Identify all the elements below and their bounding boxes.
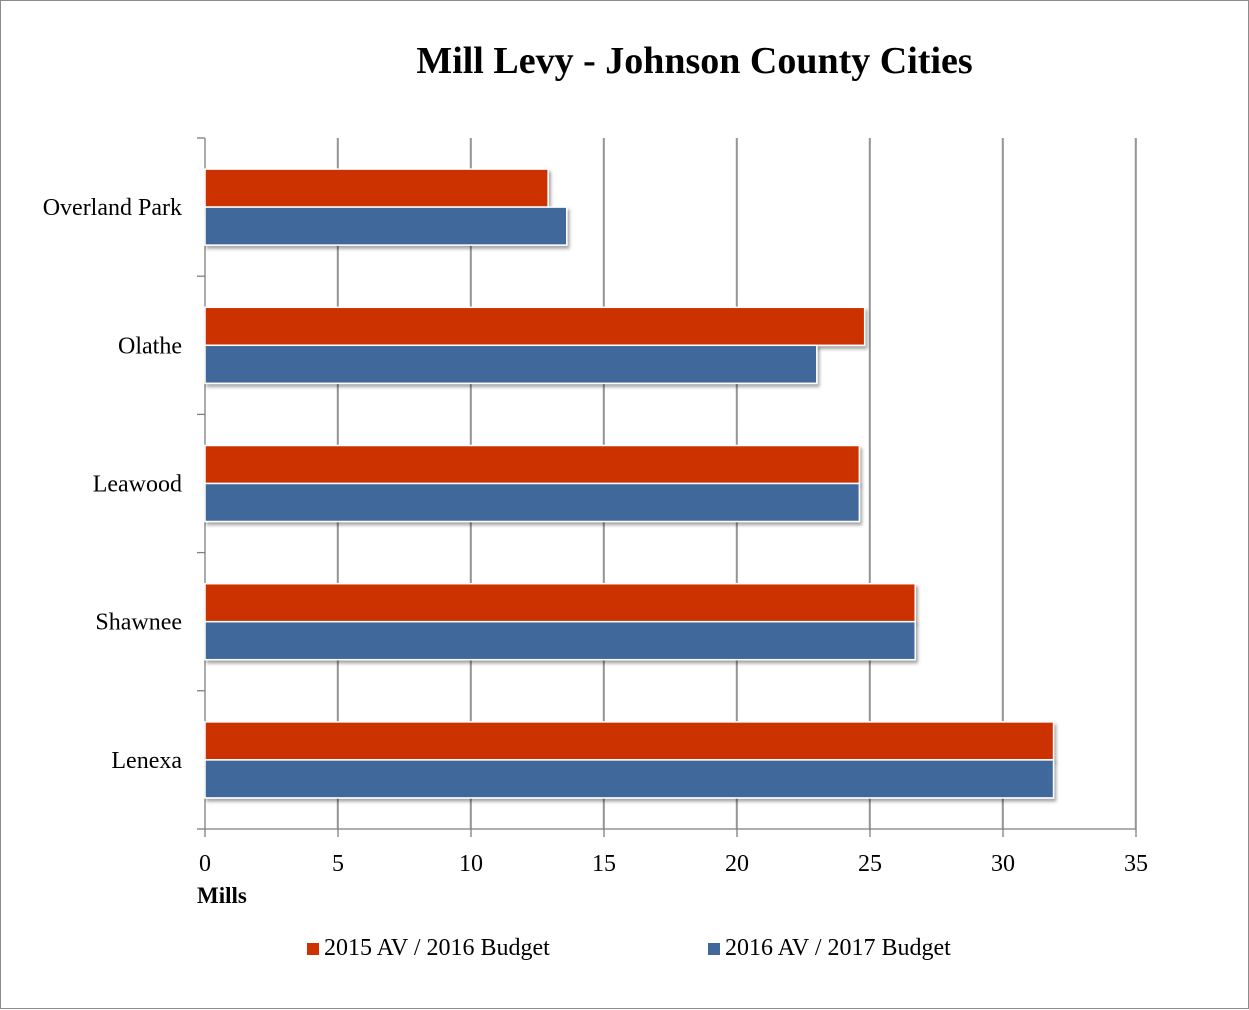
x-tick-label-2: 10	[459, 851, 483, 877]
category-label-2: Leawood	[93, 472, 182, 498]
x-tick-label-4: 20	[725, 851, 749, 877]
bar-series-2-1	[204, 344, 818, 385]
bar-series-2-4	[204, 759, 1055, 799]
x-tick-label-3: 15	[592, 851, 616, 877]
legend-item-series-1: 2015 AV / 2016 Budget	[307, 935, 550, 962]
category-label-1: Olathe	[118, 333, 182, 359]
bar-series-1-1	[204, 306, 866, 347]
legend-swatch-series-2	[708, 942, 720, 955]
bar-series-1-4	[204, 721, 1055, 761]
bar-series-2-3	[204, 620, 916, 661]
category-label-0: Overland Park	[43, 195, 182, 221]
legend-item-series-2: 2016 AV / 2017 Budget	[708, 935, 951, 962]
bar-series-2-2	[204, 482, 861, 523]
bar-series-2-0	[204, 206, 568, 246]
legend-label-series-1: 2015 AV / 2016 Budget	[324, 935, 550, 961]
legend-label-series-2: 2016 AV / 2017 Budget	[725, 935, 951, 961]
category-label-4: Lenexa	[111, 748, 182, 774]
chart-title: Mill Levy - Johnson County Cities	[416, 40, 973, 82]
x-tick-label-0: 0	[199, 851, 211, 877]
bar-series-1-0	[204, 168, 549, 208]
legend-swatch-series-1	[307, 942, 319, 955]
x-tick-label-1: 5	[332, 851, 344, 877]
x-tick-label-5: 25	[858, 851, 882, 877]
x-tick-label-7: 35	[1124, 851, 1148, 877]
category-label-3: Shawnee	[95, 610, 182, 636]
x-axis-title: Mills	[197, 883, 247, 908]
x-tick-label-6: 30	[991, 851, 1015, 877]
bar-series-1-2	[204, 444, 861, 485]
bar-series-1-3	[204, 582, 916, 623]
